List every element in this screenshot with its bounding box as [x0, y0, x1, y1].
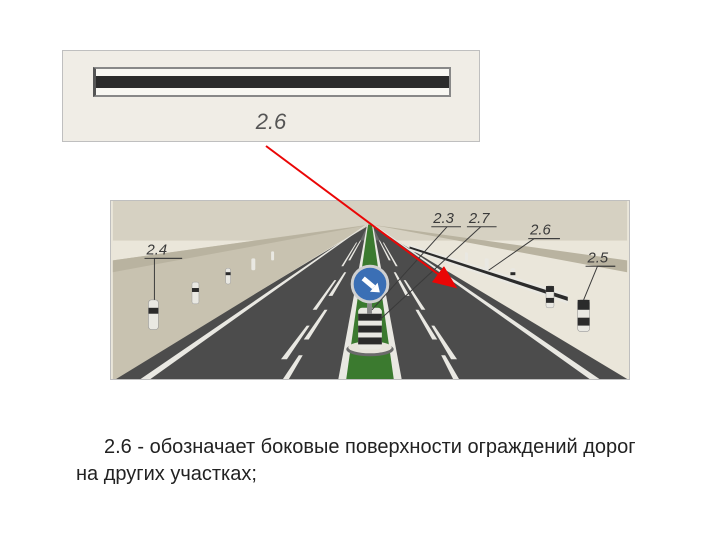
callout-2.3: 2.3: [432, 211, 454, 227]
marking-2.6-strip: [93, 67, 451, 97]
caption: 2.6 - обозначает боковые поверхности огр…: [76, 434, 660, 488]
callout-2.7: 2.7: [468, 211, 490, 227]
road-illustration: 2.4 2.3 2.7 2.6 2.5: [111, 201, 629, 379]
top-marking-figure: 2.6: [62, 50, 480, 142]
top-marking-label: 2.6: [63, 109, 479, 135]
barrier-posts-right: [546, 286, 590, 331]
callout-2.5: 2.5: [587, 250, 609, 266]
caption-text: - обозначает боковые поверхности огражде…: [76, 436, 636, 485]
caption-number: 2.6: [104, 436, 132, 458]
road-figure: 2.4 2.3 2.7 2.6 2.5: [110, 200, 630, 380]
callout-2.6: 2.6: [529, 223, 551, 239]
callout-2.4: 2.4: [146, 242, 168, 258]
